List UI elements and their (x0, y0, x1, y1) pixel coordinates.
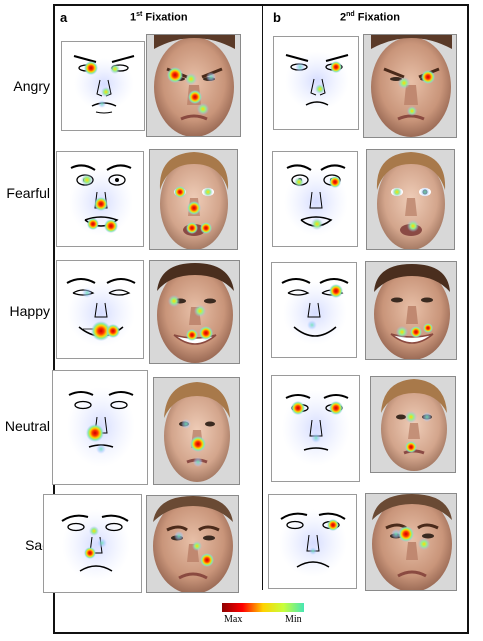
panel-a-letter: a (60, 10, 68, 25)
photo-fearful-1st (149, 149, 238, 250)
row-label-neutral: Neutral (4, 418, 50, 434)
photo-happy-1st (149, 260, 240, 364)
sketch-angry-2nd (273, 36, 359, 130)
panel-b-title: 2nd Fixation (340, 11, 400, 24)
sketch-neutral-1st (52, 370, 148, 485)
panel-divider (262, 6, 263, 590)
photo-angry-2nd (363, 34, 457, 138)
row-label-fearful: Fearful (6, 185, 50, 201)
photo-neutral-1st (153, 377, 240, 485)
sketch-sad-1st (43, 494, 142, 593)
scale-min-label: Min (285, 614, 302, 625)
figure-frame (53, 4, 469, 634)
sketch-happy-2nd (271, 262, 357, 358)
sketch-fearful-1st (56, 151, 144, 247)
photo-sad-2nd (365, 493, 457, 591)
sketch-angry-1st (61, 41, 145, 131)
photo-sad-1st (146, 495, 239, 593)
sketch-neutral-2nd (271, 375, 360, 482)
scale-max-label: Max (224, 614, 243, 625)
sketch-happy-1st (56, 260, 144, 359)
heatmap-color-scale (222, 603, 304, 612)
photo-neutral-2nd (370, 376, 456, 473)
photo-angry-1st (146, 34, 241, 137)
photo-happy-2nd (365, 261, 457, 360)
sketch-sad-2nd (268, 494, 357, 589)
panel-b-letter: b (273, 10, 281, 25)
row-label-angry: Angry (13, 78, 50, 94)
photo-fearful-2nd (366, 149, 455, 250)
sketch-fearful-2nd (272, 151, 358, 247)
row-label-happy: Happy (9, 303, 50, 319)
panel-a-title: 1st Fixation (130, 11, 188, 24)
